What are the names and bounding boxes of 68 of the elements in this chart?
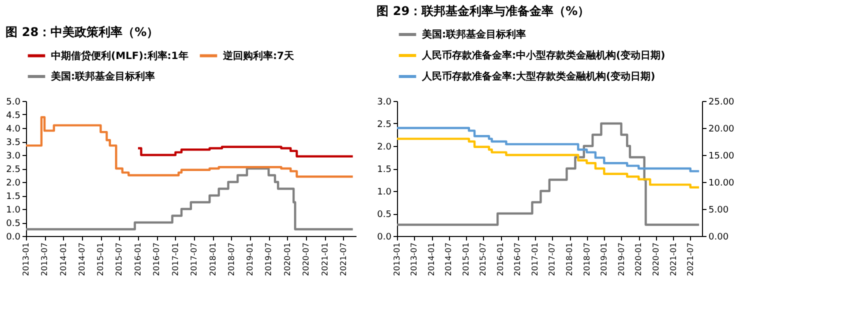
chart-title: 图 28：中美政策利率（%） [6,25,159,39]
y-tick-label: 1.5 [6,192,20,202]
y-tick-label: 1.0 [377,188,392,198]
x-tick-label: 2017-01 [530,242,540,276]
x-tick-label: 2013-01 [22,242,30,276]
y-tick-label: 3.0 [377,98,392,108]
y2-tick-label: 15.00 [708,152,735,162]
y2-tick-label: 5.00 [708,206,729,216]
y-tick-label: 2.5 [6,165,20,175]
x-tick-label: 2017-07 [548,242,557,276]
x-tick-label: 2013-01 [392,242,402,276]
legend-label: 人民币存款准备金率:大型存款类金融机构(变动日期) [421,70,656,82]
x-tick-label: 2017-01 [170,242,180,276]
y-tick-label: 1.0 [6,206,21,216]
y2-tick-label: 10.00 [708,178,735,188]
x-tick-label: 2013-07 [40,242,50,276]
legend-label: 美国:联邦基金目标利率 [50,70,155,82]
x-tick-label: 2015-01 [462,242,471,276]
x-tick-label: 2014-01 [427,242,436,276]
x-tick-label: 2018-01 [565,242,574,276]
y-tick-label: 5.0 [6,98,21,108]
x-tick-label: 2015-01 [96,242,106,276]
legend-label: 美国:联邦基金目标利率 [421,28,526,40]
y-tick-label: 2.0 [6,178,21,188]
x-tick-label: 2020-07 [302,242,311,276]
y-tick-label: 2.0 [377,142,392,152]
x-tick-label: 2021-01 [320,242,330,276]
x-tick-label: 2015-07 [478,242,488,276]
y-tick-label: 3.5 [6,138,20,148]
x-tick-label: 2020-01 [282,242,292,276]
x-tick-label: 2014-01 [58,242,68,276]
x-tick-label: 2018-07 [582,242,592,276]
y-tick-label: 0.0 [6,232,21,242]
x-tick-label: 2017-07 [189,242,198,276]
x-tick-label: 2019-01 [246,242,255,276]
x-tick-label: 2014-07 [77,242,86,276]
x-tick-label: 2015-07 [114,242,124,276]
legend-label: 逆回购利率:7天 [222,50,295,62]
y-tick-label: 1.5 [377,165,392,175]
y-tick-label: 0.5 [6,219,20,229]
x-tick-label: 2018-01 [208,242,218,276]
x-tick-label: 2019-07 [264,242,274,276]
x-tick-label: 2020-07 [651,242,660,276]
x-tick-label: 2014-07 [444,242,454,276]
x-tick-label: 2021-07 [338,242,348,276]
x-tick-label: 2019-07 [616,242,626,276]
y-tick-label: 0.0 [377,232,392,242]
x-tick-label: 2021-07 [686,242,695,276]
legend-label: 中期借贷便利(MLF):利率:1年 [51,50,188,62]
y-tick-label: 0.5 [377,210,392,220]
y-tick-label: 4.5 [6,111,20,121]
x-tick-label: 2016-07 [152,242,162,276]
x-tick-label: 2021-01 [668,242,678,276]
x-tick-label: 2013-07 [410,242,419,276]
y2-tick-label: 25.00 [708,98,735,108]
x-tick-label: 2018-07 [226,242,236,276]
y2-tick-label: 20.00 [708,124,735,134]
y2-tick-label: 0.00 [708,232,729,242]
x-tick-label: 2020-01 [634,242,644,276]
y-tick-label: 3.0 [6,152,21,162]
y-tick-label: 2.5 [377,120,392,130]
x-tick-label: 2016-01 [496,242,506,276]
x-tick-label: 2016-01 [134,242,143,276]
legend-label: 人民币存款准备金率:中小型存款类金融机构(变动日期) [421,50,666,62]
chart-title: 图 29：联邦基金利率与准备金率（%） [376,4,590,18]
x-tick-label: 2019-01 [600,242,609,276]
y-tick-label: 4.0 [6,124,21,134]
x-tick-label: 2016-07 [513,242,522,276]
